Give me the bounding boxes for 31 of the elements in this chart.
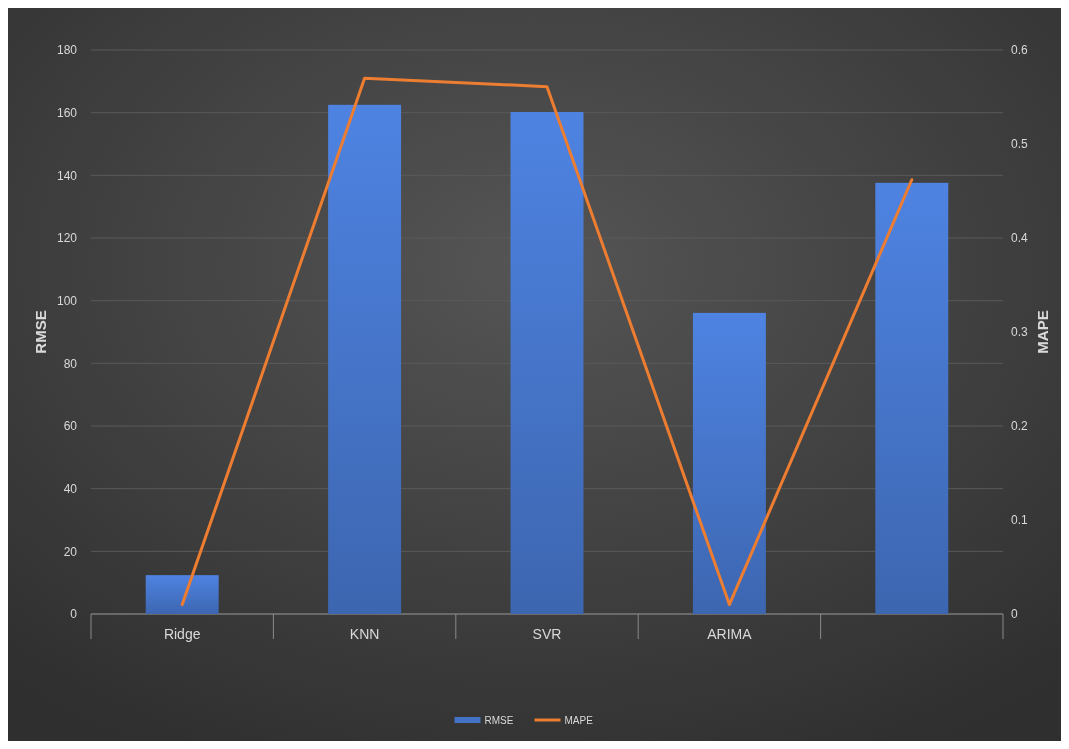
bar <box>328 104 402 614</box>
y-tick-label: 0 <box>70 607 78 622</box>
bar <box>145 575 219 614</box>
y-tick-label: 100 <box>56 293 78 308</box>
bar <box>510 112 584 614</box>
legend-label: RMSE <box>484 714 514 726</box>
y-tick-label: 80 <box>63 356 78 371</box>
y-tick-label: 180 <box>56 43 78 58</box>
y-tick-label: 20 <box>63 544 78 559</box>
y2-tick-label: 0.4 <box>1011 231 1029 246</box>
y-tick-label: 120 <box>56 231 78 246</box>
bar <box>692 312 766 614</box>
y2-tick-label: 0.3 <box>1011 325 1029 340</box>
y-axis-title: RMSE <box>32 310 49 354</box>
y2-tick-label: 0.6 <box>1011 43 1029 58</box>
y-tick-label: 40 <box>63 481 78 496</box>
y2-axis-title: MAPE <box>1034 310 1051 354</box>
legend-label: MAPE <box>564 714 594 726</box>
y-tick-label: 160 <box>56 105 78 120</box>
line-series <box>180 76 914 607</box>
y2-tick-label: 0.5 <box>1011 137 1029 152</box>
y2-tick-label: 0 <box>1011 607 1018 622</box>
x-tick-label: Ridge <box>163 626 201 642</box>
x-tick-label: SVR <box>532 626 562 642</box>
x-tick-label: ARIMA <box>707 626 753 642</box>
x-tick-label: KNN <box>349 626 380 642</box>
y2-tick-label: 0.2 <box>1011 419 1029 434</box>
bar <box>875 182 949 614</box>
y2-tick-label: 0.1 <box>1011 513 1029 528</box>
y-tick-label: 60 <box>63 419 78 434</box>
y-tick-label: 140 <box>56 168 78 183</box>
